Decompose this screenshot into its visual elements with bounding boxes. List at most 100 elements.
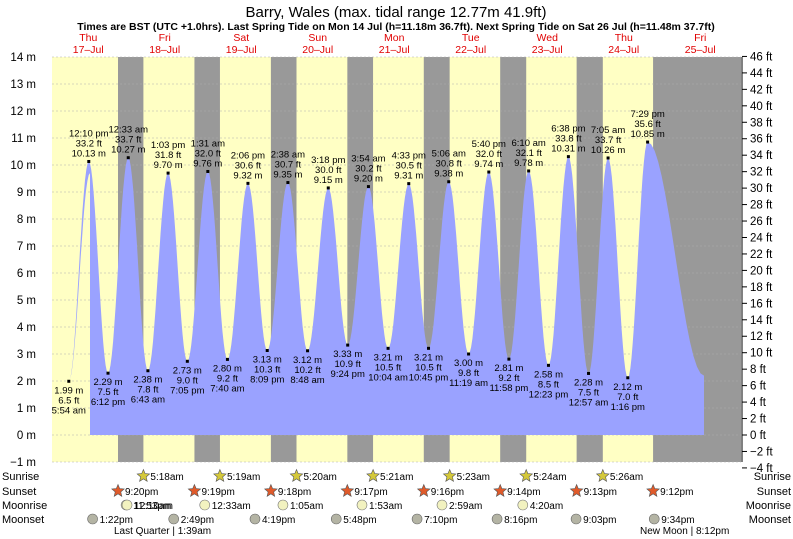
moonset-icon: [168, 513, 180, 525]
tide-height-label: 9.70 m: [154, 160, 183, 171]
row-label-right: Moonset: [749, 514, 791, 526]
sun-moon-rows: Sunrise Sunrise Sunset Sunset Moonrise Moonri…: [2, 468, 791, 537]
tide-time-label: 10:45 pm: [409, 372, 449, 383]
tide-time-label: 8:48 am: [290, 375, 324, 386]
y-left-tick-label: 13 m: [10, 79, 36, 91]
tide-ft-label: 7.5 ft: [578, 387, 599, 398]
moonset-icon: [249, 513, 261, 525]
moonrise-icon: [436, 499, 448, 511]
sunset-icon: [111, 483, 125, 497]
tide-time-label: 9:24 pm: [331, 369, 365, 380]
tide-time-label: 6:12 pm: [91, 397, 125, 408]
y-right-tick-label: 24 ft: [750, 232, 773, 244]
tide-ft-label: 31.8 ft: [155, 150, 182, 161]
day-header-name: Fri: [694, 32, 706, 44]
y-left-tick-label: 11 m: [11, 133, 36, 145]
y-right-tick-label: −4 ft: [750, 463, 774, 475]
tide-ft-label: 33.7 ft: [595, 135, 622, 146]
y-right-tick-label: 14 ft: [750, 315, 773, 327]
y-right-tick-label: 42 ft: [750, 84, 773, 96]
tide-ft-label: 10.3 ft: [254, 364, 281, 375]
y-left-tick-label: 8 m: [17, 214, 36, 226]
tide-ft-label: 30.0 ft: [315, 165, 342, 176]
day-header-name: Sat: [233, 32, 249, 44]
tide-area: [68, 142, 705, 435]
y-right-tick-label: 46 ft: [750, 51, 773, 63]
moonrise-time: 1:05am: [290, 501, 323, 512]
moonrise-time: 12:10am: [134, 501, 173, 512]
tide-height-label: 2.80 m: [213, 363, 242, 374]
moonrise-time: 4:20am: [530, 501, 563, 512]
tide-height-label: 2.81 m: [494, 363, 523, 374]
tide-ft-label: 8.5 ft: [538, 379, 559, 390]
y-right-tick-label: 44 ft: [750, 68, 773, 80]
sunset-time: 9:19pm: [201, 487, 234, 498]
tide-point: [606, 156, 610, 160]
row-label-left: Moonrise: [2, 500, 47, 512]
sunrise-icon: [136, 468, 151, 482]
day-header-date: 22–Jul: [455, 44, 486, 56]
tide-ft-label: 30.6 ft: [235, 160, 262, 171]
sunrise-time: 5:26am: [610, 472, 643, 483]
tide-ft-label: 10.5 ft: [415, 362, 442, 373]
tide-time-label: 3:18 pm: [311, 155, 345, 166]
row-label-left: Moonset: [2, 514, 44, 526]
moonset-time: 1:22pm: [100, 515, 133, 526]
y-right-tick-label: 26 ft: [750, 216, 773, 228]
tide-ft-label: 7.0 ft: [617, 392, 638, 403]
moonset-time: 2:49pm: [181, 515, 214, 526]
sunset-icon: [569, 483, 584, 497]
tide-time-label: 10:04 am: [368, 372, 408, 383]
tide-point: [286, 181, 290, 185]
tide-point: [386, 346, 390, 350]
tide-ft-label: 30.8 ft: [436, 159, 463, 170]
y-left-tick-label: 14 m: [10, 52, 36, 64]
moonrise-icon: [121, 499, 133, 511]
sunrise-icon: [442, 468, 457, 482]
y-right-tick-label: 10 ft: [750, 348, 773, 360]
sunrise-time: 5:21am: [380, 472, 413, 483]
sunrise-time: 5:24am: [533, 472, 566, 483]
tide-point: [366, 185, 370, 189]
y-axes: 14 m 13 m 12 m 11 m 10 m 9 m 8 m 7 m 6 m 5 m 4 m 3 …: [10, 51, 773, 474]
sunset-time: 9:14pm: [507, 487, 540, 498]
tide-point: [487, 170, 491, 174]
day-header-date: 19–Jul: [226, 44, 257, 56]
tide-height-label: 9.38 m: [434, 169, 463, 180]
moonset-time: 4:19pm: [262, 515, 295, 526]
tide-height-label: 9.35 m: [273, 170, 302, 181]
y-right-tick-label: 12 ft: [750, 331, 773, 343]
tide-time-label: 5:40 pm: [472, 139, 506, 150]
day-header-name: Wed: [537, 32, 559, 44]
tide-ft-label: 9.0 ft: [177, 375, 198, 386]
y-right-tick-label: 0 ft: [750, 430, 767, 442]
moonrise-time: 12:33am: [212, 501, 251, 512]
tide-point: [467, 352, 471, 356]
tide-time-label: 6:10 am: [511, 138, 545, 149]
moonset-time: 9:03pm: [583, 515, 616, 526]
row-label-right: Sunrise: [754, 471, 791, 483]
row-label-right: Moonrise: [746, 500, 791, 512]
tide-point: [646, 140, 650, 144]
sunrise-time: 5:18am: [150, 472, 183, 483]
tide-point: [407, 182, 411, 186]
tide-height-label: 2.28 m: [574, 377, 603, 388]
y-right-tick-label: 30 ft: [750, 183, 773, 195]
tide-height-label: 10.31 m: [551, 144, 585, 155]
tide-time-label: 4:33 pm: [392, 151, 426, 162]
tide-time-label: 11:19 am: [449, 378, 488, 389]
moon-phase-label: Last Quarter | 1:39am: [114, 526, 211, 537]
tide-point: [206, 169, 210, 173]
tide-time-label: 12:33 am: [108, 125, 148, 136]
tide-height-label: 1.99 m: [54, 385, 83, 396]
tide-time-label: 12:57 am: [569, 397, 609, 408]
day-header-date: 24–Jul: [608, 44, 639, 56]
y-right-tick-label: 16 ft: [750, 298, 773, 310]
tide-time-label: 2:06 pm: [231, 150, 265, 161]
tide-ft-label: 7.8 ft: [137, 385, 158, 396]
y-right-tick-label: 28 ft: [750, 200, 773, 212]
tide-point: [265, 348, 269, 352]
moonset-icon: [87, 513, 98, 525]
row-label-left: Sunset: [2, 486, 36, 498]
